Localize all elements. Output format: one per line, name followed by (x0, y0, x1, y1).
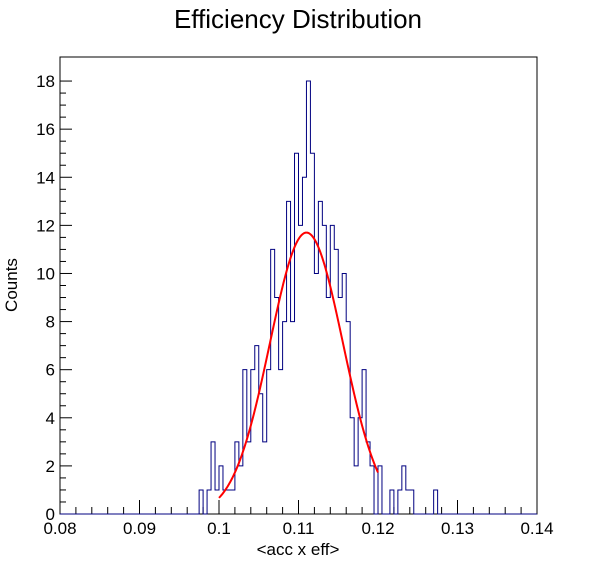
y-tick-label: 16 (36, 120, 55, 139)
y-tick-label: 14 (36, 168, 55, 187)
chart-title: Efficiency Distribution (174, 4, 422, 34)
x-tick-label: 0.09 (123, 519, 156, 538)
y-tick-label: 12 (36, 216, 55, 235)
y-tick-label: 8 (46, 313, 55, 332)
x-tick-label: 0.13 (441, 519, 474, 538)
gaussian-fit-curve (218, 231, 379, 499)
x-tick-label: 0.12 (361, 519, 394, 538)
x-tick-label: 0.1 (207, 519, 231, 538)
y-tick-label: 2 (46, 457, 55, 476)
y-tick-label: 6 (46, 361, 55, 380)
x-tick-labels: 0.08 0.09 0.1 0.11 0.12 0.13 0.14 (43, 519, 553, 538)
x-axis-label: <acc x eff> (257, 540, 340, 559)
y-tick-label: 10 (36, 264, 55, 283)
x-tick-label: 0.08 (43, 519, 76, 538)
y-tick-label: 18 (36, 72, 55, 91)
y-tick-labels: 0 2 4 6 8 10 12 14 16 18 (36, 72, 55, 524)
histogram-series (60, 80, 537, 515)
x-tick-label: 0.11 (283, 519, 315, 538)
y-tick-label: 0 (46, 505, 55, 524)
minor-ticks (60, 92, 522, 514)
y-axis-label: Counts (2, 258, 21, 312)
y-tick-label: 4 (46, 409, 55, 428)
x-tick-label: 0.14 (520, 519, 553, 538)
